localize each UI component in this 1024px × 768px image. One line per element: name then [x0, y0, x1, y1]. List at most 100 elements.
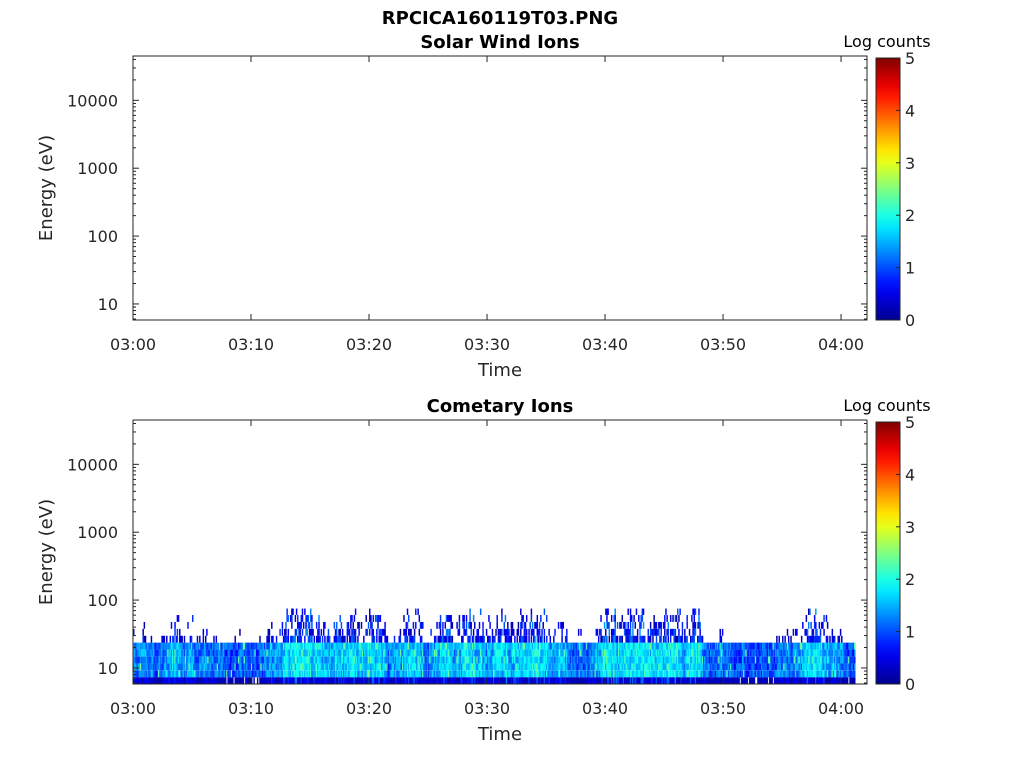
- spectrogram-cell: [149, 642, 151, 650]
- spectrogram-cell: [535, 621, 537, 629]
- figure-title: RPCICA160119T03.PNG: [382, 8, 618, 29]
- spectrogram-cell: [351, 677, 353, 684]
- spectrogram-cell: [750, 649, 752, 657]
- spectrogram-cell: [403, 670, 405, 678]
- spectrogram-cell: [502, 656, 504, 664]
- spectrogram-cell: [315, 621, 318, 629]
- spectrogram-cell: [271, 621, 273, 629]
- spectrogram-cell: [140, 649, 142, 657]
- spectrogram-cell: [849, 677, 851, 684]
- spectrogram-cell: [852, 670, 855, 678]
- spectrogram-cell: [145, 677, 148, 684]
- spectrogram-cell: [525, 615, 528, 622]
- spectrogram-cell: [453, 642, 456, 650]
- spectrogram-cell: [627, 608, 629, 615]
- spectrogram-cell: [236, 670, 239, 678]
- spectrogram-cell: [610, 663, 613, 671]
- spectrogram-cell: [168, 656, 170, 664]
- spectrogram-cell: [481, 663, 483, 671]
- spectrogram-cell: [347, 628, 350, 636]
- spectrogram-cell: [495, 649, 497, 657]
- spectrogram-cell: [299, 628, 301, 636]
- spectrogram-cell: [441, 663, 443, 671]
- spectrogram-cell: [340, 677, 343, 684]
- spectrogram-cell: [320, 670, 323, 678]
- spectrogram-cell: [609, 649, 612, 657]
- spectrogram-cell: [763, 642, 765, 650]
- spectrogram-cell: [306, 677, 308, 684]
- spectrogram-cell: [216, 677, 219, 684]
- spectrogram-cell: [281, 649, 284, 657]
- spectrogram-cell: [680, 677, 683, 684]
- spectrogram-cell: [808, 642, 810, 650]
- spectrogram-cell: [718, 663, 720, 671]
- spectrogram-cell: [177, 670, 180, 678]
- spectrogram-cell: [357, 621, 359, 629]
- spectrogram-cell: [361, 670, 364, 678]
- spectrogram-cell: [702, 656, 705, 664]
- spectrogram-cell: [697, 656, 699, 664]
- spectrogram-cell: [424, 656, 426, 664]
- spectrogram-cell: [645, 670, 647, 678]
- spectrogram-cell: [445, 649, 448, 657]
- spectrogram-cell: [808, 635, 810, 643]
- spectrogram-cell: [563, 649, 566, 657]
- spectrogram-cell: [632, 663, 634, 671]
- spectrogram-cell: [246, 670, 248, 678]
- spectrogram-cell: [507, 656, 509, 664]
- spectrogram-cell: [445, 677, 448, 684]
- spectrogram-cell: [229, 677, 232, 684]
- spectrogram-cell: [833, 649, 836, 657]
- spectrogram-cell: [442, 621, 444, 629]
- spectrogram-cell: [496, 677, 498, 684]
- spectrogram-cell: [173, 677, 175, 684]
- spectrogram-cell: [350, 615, 352, 622]
- spectrogram-cell: [688, 628, 691, 636]
- spectrogram-cell: [561, 628, 563, 636]
- spectrogram-cell: [429, 670, 431, 678]
- spectrogram-cell: [410, 656, 412, 664]
- spectrogram-cell: [582, 642, 585, 650]
- spectrogram-cell: [818, 621, 821, 629]
- spectrogram-cell: [841, 635, 843, 643]
- spectrogram-cell: [792, 670, 795, 678]
- spectrogram-cell: [583, 656, 586, 664]
- spectrogram-cell: [397, 677, 399, 684]
- spectrogram-cell: [230, 677, 233, 684]
- spectrogram-cell: [459, 649, 462, 657]
- spectrogram-cell: [301, 670, 304, 678]
- spectrogram-cell: [451, 670, 454, 678]
- spectrogram-cell: [161, 642, 163, 650]
- spectrogram-cell: [273, 649, 275, 657]
- spectrogram-cell: [292, 608, 294, 615]
- spectrogram-cell: [325, 670, 327, 678]
- spectrogram-cell: [235, 663, 238, 671]
- spectrogram-cell: [468, 621, 470, 629]
- spectrogram-cell: [182, 656, 185, 664]
- spectrogram-cell: [529, 642, 531, 650]
- spectrogram-cell: [497, 649, 500, 657]
- spectrogram-cell: [197, 663, 200, 671]
- spectrogram-cell: [674, 628, 677, 636]
- spectrogram-cell: [439, 628, 442, 636]
- spectrogram-cell: [812, 628, 815, 636]
- spectrogram-cell: [357, 677, 359, 684]
- spectrogram-cell: [167, 663, 169, 671]
- spectrogram-cell: [444, 663, 447, 671]
- spectrogram-cell: [348, 656, 351, 664]
- spectrogram-cell: [525, 677, 528, 684]
- spectrogram-cell: [596, 670, 599, 678]
- spectrogram-cell: [443, 635, 445, 643]
- spectrogram-cell: [800, 663, 803, 671]
- spectrogram-cell: [753, 670, 756, 678]
- spectrogram-cell: [522, 649, 524, 657]
- spectrogram-cell: [469, 677, 471, 684]
- spectrogram-cell: [286, 642, 288, 650]
- spectrogram-cell: [540, 663, 542, 671]
- spectrogram-cell: [606, 621, 608, 629]
- spectrogram-cell: [484, 642, 487, 650]
- spectrogram-cell: [383, 642, 385, 650]
- spectrogram-cell: [599, 649, 601, 657]
- spectrogram-cell: [351, 663, 353, 671]
- spectrogram-cell: [815, 608, 817, 615]
